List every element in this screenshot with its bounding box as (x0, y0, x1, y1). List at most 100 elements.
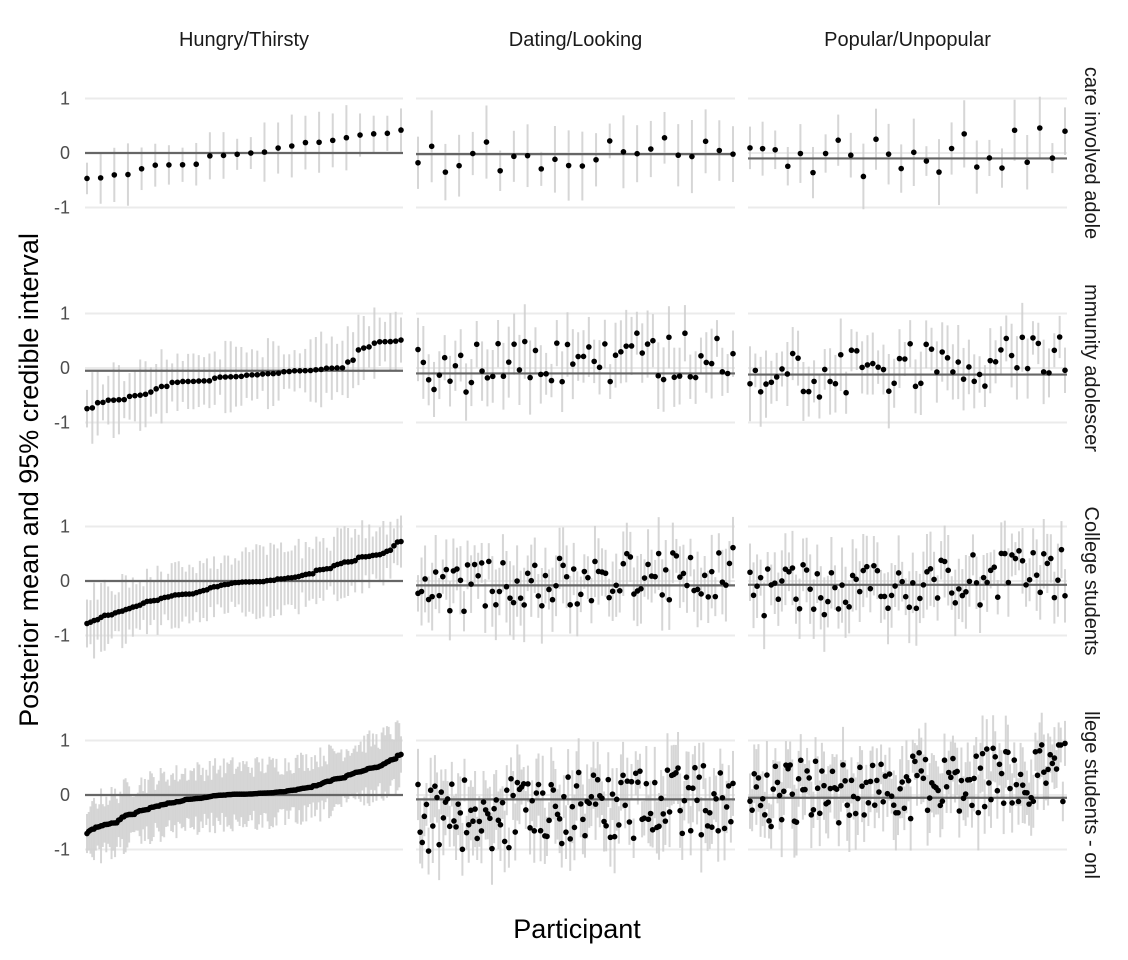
posterior-mean-point (766, 818, 772, 824)
posterior-mean-point (982, 383, 988, 389)
posterior-mean-point (179, 161, 186, 168)
facet-panel (415, 304, 736, 424)
posterior-mean-point (853, 348, 860, 354)
posterior-mean-point (884, 790, 891, 797)
posterior-mean-point (880, 366, 887, 373)
posterior-mean-point (643, 780, 650, 787)
posterior-mean-point (842, 778, 848, 784)
posterior-mean-point (683, 774, 690, 780)
posterior-mean-point (238, 373, 245, 380)
posterior-mean-point (1035, 340, 1042, 347)
posterior-mean-point (656, 823, 662, 830)
posterior-mean-point (476, 818, 483, 825)
posterior-mean-point (730, 780, 736, 787)
posterior-mean-point (970, 552, 976, 558)
posterior-mean-point (612, 352, 619, 359)
posterior-mean-point (148, 389, 154, 395)
posterior-mean-point (153, 386, 159, 392)
posterior-mean-point (602, 341, 608, 347)
posterior-mean-point (971, 378, 978, 385)
posterior-mean-point (452, 362, 459, 369)
posterior-mean-point (647, 810, 654, 817)
posterior-mean-point (1058, 546, 1065, 553)
posterior-mean-point (923, 341, 929, 348)
posterior-mean-point (482, 603, 489, 609)
posterior-mean-point (666, 334, 672, 341)
posterior-mean-point (291, 368, 298, 374)
posterior-mean-point (207, 153, 213, 159)
posterior-mean-point (1044, 560, 1051, 567)
posterior-mean-point (622, 802, 628, 809)
posterior-mean-point (802, 786, 808, 793)
posterior-mean-point (660, 811, 667, 817)
posterior-mean-point (254, 371, 261, 378)
posterior-mean-point (538, 166, 545, 172)
posterior-mean-point (418, 588, 425, 595)
posterior-mean-point (728, 818, 734, 825)
posterior-mean-point (810, 807, 817, 813)
posterior-mean-point (1051, 594, 1058, 601)
posterior-mean-point (1015, 798, 1022, 805)
posterior-mean-point (110, 397, 117, 403)
facet-panel (415, 97, 736, 209)
facet-panel (84, 515, 404, 659)
posterior-mean-point (548, 377, 555, 384)
posterior-mean-point (474, 835, 480, 842)
posterior-mean-point (977, 602, 983, 608)
posterior-mean-point (941, 757, 948, 764)
posterior-mean-point (719, 794, 726, 801)
posterior-mean-point (495, 340, 501, 347)
posterior-mean-point (484, 375, 491, 381)
posterior-mean-point (896, 355, 903, 362)
posterior-mean-point (343, 134, 350, 141)
posterior-mean-point (886, 388, 892, 394)
posterior-mean-point (525, 781, 531, 787)
posterior-mean-point (558, 840, 565, 847)
posterior-mean-point (958, 777, 965, 784)
posterior-mean-point (391, 542, 397, 549)
posterior-mean-point (503, 583, 510, 590)
posterior-mean-point (601, 818, 607, 825)
posterior-mean-point (764, 772, 770, 778)
posterior-mean-point (666, 596, 673, 603)
posterior-mean-point (357, 132, 363, 138)
posterior-mean-point (846, 812, 853, 818)
posterior-mean-point (507, 595, 513, 601)
posterior-mean-point (992, 359, 999, 365)
posterior-mean-point (1036, 748, 1043, 754)
posterior-mean-point (613, 796, 620, 803)
posterior-mean-point (816, 810, 823, 817)
posterior-mean-point (423, 801, 430, 808)
posterior-mean-point (537, 371, 544, 378)
posterior-mean-point (1026, 801, 1032, 807)
posterior-mean-point (548, 781, 554, 788)
posterior-mean-point (132, 392, 138, 399)
facet-panel (84, 97, 404, 209)
posterior-mean-point (805, 388, 812, 395)
posterior-mean-point (105, 397, 112, 403)
posterior-mean-point (371, 340, 378, 346)
posterior-mean-point (928, 346, 935, 352)
posterior-mean-point (873, 136, 879, 143)
posterior-mean-point (754, 583, 760, 590)
posterior-mean-point (1016, 548, 1022, 554)
posterior-mean-point (922, 756, 929, 763)
posterior-mean-point (417, 829, 423, 835)
posterior-mean-point (712, 593, 719, 600)
posterior-mean-point (709, 824, 715, 830)
posterior-mean-point (684, 582, 690, 589)
posterior-mean-point (875, 364, 881, 370)
posterior-mean-point (943, 784, 950, 790)
posterior-mean-point (465, 821, 472, 828)
posterior-mean-point (243, 372, 250, 379)
posterior-mean-point (288, 143, 295, 149)
posterior-mean-point (195, 378, 202, 384)
posterior-mean-point (673, 770, 679, 776)
posterior-mean-point (586, 800, 593, 807)
posterior-mean-point (577, 801, 584, 807)
posterior-mean-point (563, 573, 570, 580)
posterior-mean-point (421, 813, 428, 820)
posterior-mean-point (514, 578, 520, 584)
row-strip-label: llege students - onl (1080, 711, 1102, 879)
posterior-mean-point (876, 789, 882, 795)
